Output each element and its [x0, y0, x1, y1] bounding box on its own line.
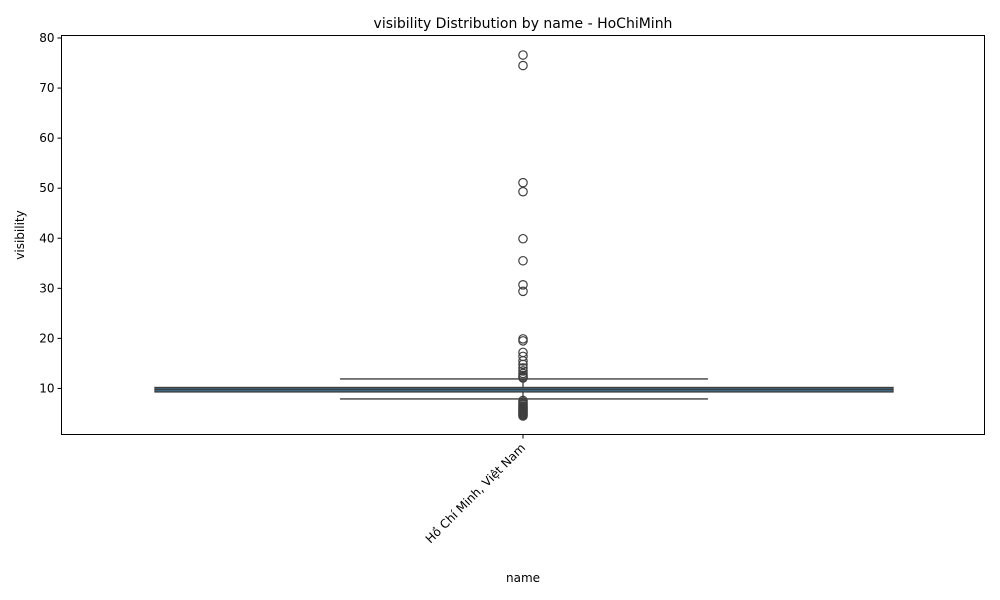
outlier-point	[518, 363, 528, 373]
outlier-point	[518, 336, 528, 346]
y-tick-label: 20	[39, 331, 54, 345]
x-tick-label: Hồ Chí Minh, Việt Nam	[423, 441, 528, 546]
y-tick-label: 70	[39, 81, 54, 95]
outlier-point	[518, 373, 528, 383]
outlier-point	[518, 186, 528, 197]
outlier-point	[518, 366, 528, 376]
plot-area	[154, 50, 894, 421]
y-tick-label: 40	[39, 231, 54, 245]
y-tick-label: 10	[39, 381, 54, 395]
chart-title: visibility Distribution by name - HoChiM…	[374, 16, 673, 32]
outlier-point	[518, 60, 528, 71]
y-axis: 10 20 30 40 50 60 70 80	[39, 31, 62, 395]
outlier-point	[518, 356, 528, 366]
y-axis-label: visibility	[13, 210, 27, 259]
y-tick-label: 30	[39, 281, 54, 295]
outlier-point	[518, 334, 528, 344]
outlier-point	[518, 233, 528, 244]
outlier-point	[518, 50, 528, 60]
outlier-point	[518, 411, 528, 421]
y-tick-label: 80	[39, 31, 54, 45]
outlier-point	[518, 280, 528, 290]
outlier-point	[518, 177, 528, 188]
y-tick-label: 60	[39, 131, 54, 145]
outlier-point	[518, 255, 528, 266]
outlier-point	[518, 359, 528, 370]
y-tick-label: 50	[39, 181, 54, 195]
outlier-point	[518, 286, 528, 297]
x-axis-label: name	[506, 571, 540, 585]
x-axis: Hồ Chí Minh, Việt Nam	[423, 434, 528, 546]
